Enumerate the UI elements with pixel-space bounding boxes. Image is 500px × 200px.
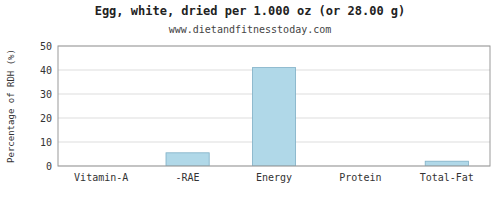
y-tick-label: 10 (40, 137, 52, 148)
subtitle: www.dietandfitnesstoday.com (169, 24, 332, 35)
x-tick-label: Vitamin-A (74, 172, 128, 183)
y-tick-label: 20 (40, 113, 52, 124)
y-tick-label: 30 (40, 89, 52, 100)
plot-frame (58, 46, 490, 166)
bar (252, 68, 295, 166)
x-tick-label: Protein (339, 172, 381, 183)
bar (166, 153, 209, 166)
x-tick-label: Total-Fat (420, 172, 474, 183)
bars (166, 68, 468, 166)
y-tick-label: 50 (40, 41, 52, 52)
y-tick-label: 0 (46, 161, 52, 172)
chart-container: Egg, white, dried per 1.000 oz (or 28.00… (0, 0, 500, 200)
y-axis-label: Percentage of RDH (%) (6, 49, 16, 163)
x-tick-label: -RAE (176, 172, 200, 183)
title: Egg, white, dried per 1.000 oz (or 28.00… (95, 4, 406, 18)
y-tick-label: 40 (40, 65, 52, 76)
bar (425, 161, 468, 166)
grid (58, 46, 490, 166)
chart-svg: Egg, white, dried per 1.000 oz (or 28.00… (0, 0, 500, 200)
x-tick-label: Energy (256, 172, 292, 183)
